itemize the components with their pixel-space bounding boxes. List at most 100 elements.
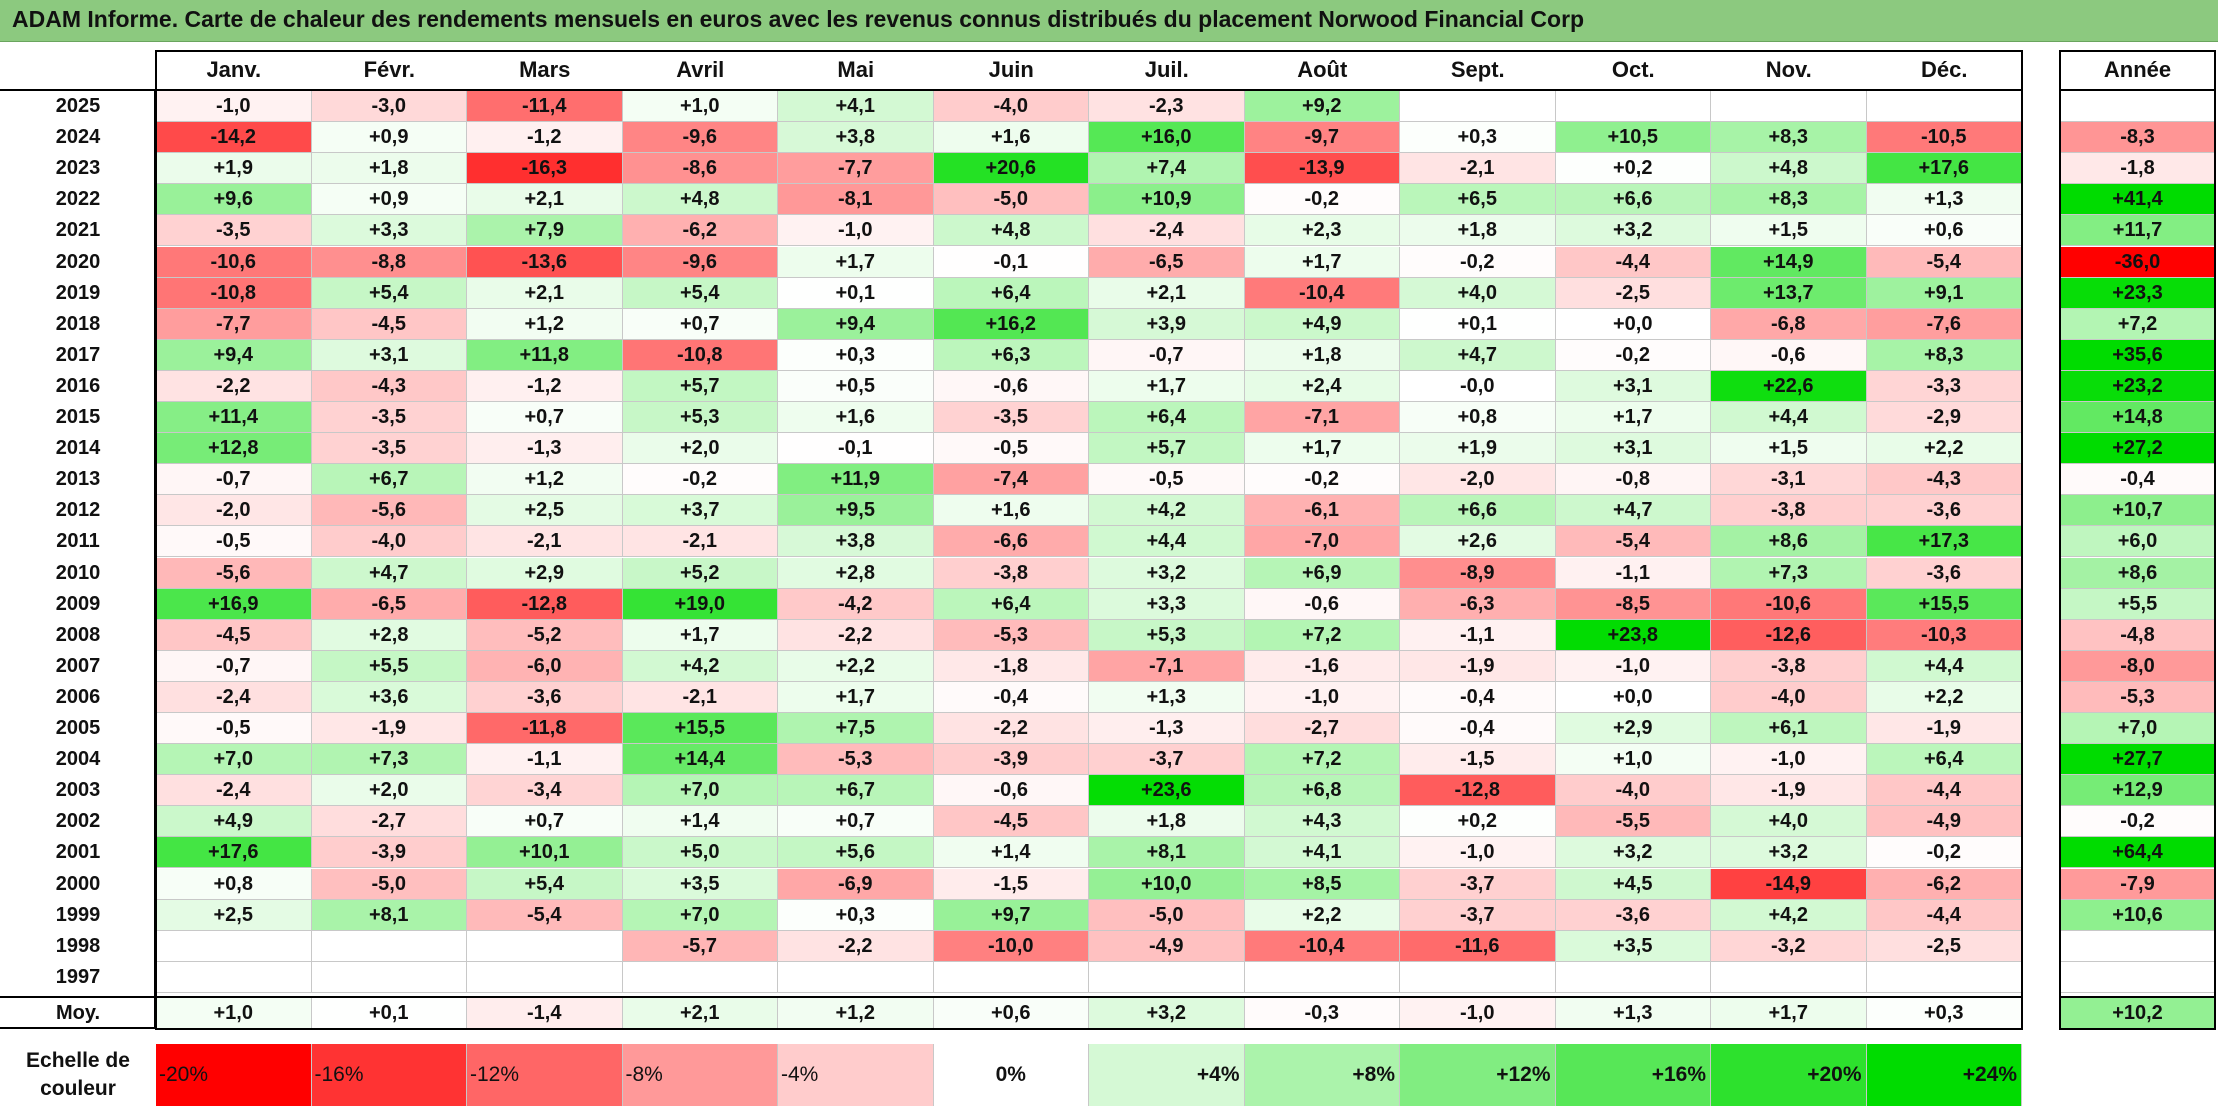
heatmap-cell: +7,3 (311, 744, 467, 776)
heatmap-cell: +3,2 (1089, 557, 1245, 589)
annual-cell: +11,7 (2060, 215, 2215, 247)
heatmap-cell: +2,0 (622, 433, 778, 465)
legend-swatch: +8% (1244, 1044, 1400, 1106)
annual-cell: +8,6 (2060, 557, 2215, 589)
heatmap-cell: +4,0 (1400, 277, 1556, 309)
year-label: 2004 (55, 748, 101, 771)
annual-cell: +5,5 (2060, 588, 2215, 620)
year-label: 2014 (55, 437, 101, 460)
year-label: 1998 (55, 934, 101, 957)
heatmap-cell: -3,7 (1400, 868, 1556, 900)
average-annual-cell: +10,2 (2060, 998, 2215, 1028)
chart-title: ADAM Informe. Carte de chaleur des rende… (12, 6, 1585, 32)
year-label: 2007 (55, 654, 101, 677)
heatmap-cell: -12,8 (467, 588, 623, 620)
heatmap-cell: +0,0 (1555, 308, 1711, 340)
heatmap-cell: +12,8 (156, 433, 312, 465)
heatmap-cell: +2,2 (1244, 899, 1400, 931)
heatmap-cell: +0,2 (1400, 806, 1556, 838)
heatmap-cell: +16,0 (1089, 122, 1245, 154)
legend-swatch: -20% (156, 1044, 312, 1106)
month-header: Nov. (1765, 57, 1812, 82)
heatmap-cell: +3,3 (1089, 588, 1245, 620)
heatmap-cell: -3,0 (311, 91, 467, 123)
heatmap-cell: +2,9 (1555, 713, 1711, 745)
average-cell: +1,3 (1555, 998, 1711, 1028)
heatmap-cell: -2,3 (1089, 91, 1245, 123)
year-label: 2019 (55, 281, 101, 304)
heatmap-cell: -1,3 (1089, 713, 1245, 745)
heatmap-cell: -5,6 (311, 495, 467, 527)
heatmap-cell: -9,7 (1244, 122, 1400, 154)
heatmap-cell: +2,1 (467, 184, 623, 216)
heatmap-cell: -14,9 (1711, 868, 1867, 900)
heatmap-cell: -6,5 (311, 588, 467, 620)
heatmap-cell: -10,6 (1711, 588, 1867, 620)
heatmap-cell: -0,2 (1866, 837, 2022, 869)
heatmap-cell (467, 930, 623, 962)
heatmap-cell: -3,5 (933, 402, 1089, 434)
heatmap-cell: +5,0 (622, 837, 778, 869)
average-cell: -1,4 (467, 998, 623, 1028)
month-header: Janv. (206, 57, 262, 82)
heatmap-cell: -7,7 (156, 308, 312, 340)
heatmap-cell: -3,9 (311, 837, 467, 869)
heatmap-cell: -1,9 (311, 713, 467, 745)
year-label: 2013 (55, 468, 101, 491)
heatmap-cell: +0,1 (778, 277, 934, 309)
heatmap-cell: -7,7 (778, 153, 934, 185)
heatmap-cell: -4,2 (778, 588, 934, 620)
heatmap-cell: -0,2 (622, 464, 778, 496)
heatmap-cell: +3,9 (1089, 308, 1245, 340)
heatmap-cell: +11,9 (778, 464, 934, 496)
annual-cell: +6,0 (2060, 526, 2215, 558)
heatmap-cell (622, 961, 778, 993)
heatmap-cell: +3,1 (311, 339, 467, 371)
heatmap-cell: +4,2 (622, 650, 778, 682)
heatmap-cell: +17,6 (156, 837, 312, 869)
heatmap-cell: +7,3 (1711, 557, 1867, 589)
heatmap-cell: -5,4 (467, 899, 623, 931)
heatmap-cell: -0,4 (933, 681, 1089, 713)
heatmap-cell: +4,8 (933, 215, 1089, 247)
legend-swatch: +12% (1400, 1044, 1556, 1106)
average-cell: -0,3 (1244, 998, 1400, 1028)
separator-line (2060, 89, 2215, 91)
heatmap-cell: -1,9 (1711, 775, 1867, 807)
heatmap-cell: +1,8 (311, 153, 467, 185)
heatmap-cell: -9,6 (622, 246, 778, 278)
heatmap-cell: +5,7 (622, 370, 778, 402)
heatmap-cell: +3,7 (622, 495, 778, 527)
annual-cell: +10,7 (2060, 495, 2215, 527)
heatmap-cell: +6,5 (1400, 184, 1556, 216)
heatmap-cell: +7,9 (467, 215, 623, 247)
heatmap-cell: -4,0 (933, 91, 1089, 123)
heatmap-cell: -0,4 (1400, 681, 1556, 713)
heatmap-cell: +8,3 (1866, 339, 2022, 371)
heatmap-cell: -0,6 (1244, 588, 1400, 620)
legend-swatch: +4% (1089, 1044, 1245, 1106)
annual-cell: -4,8 (2060, 619, 2215, 651)
heatmap-cell: -0,5 (933, 433, 1089, 465)
heatmap-cell: -2,0 (156, 495, 312, 527)
heatmap-cell: +3,6 (311, 681, 467, 713)
heatmap-cell: -13,9 (1244, 153, 1400, 185)
heatmap-cell (1555, 91, 1711, 123)
heatmap-cell: -4,4 (1866, 775, 2022, 807)
heatmap-cell: -4,0 (1711, 681, 1867, 713)
heatmap-cell: -0,4 (1400, 713, 1556, 745)
heatmap-cell: +2,5 (467, 495, 623, 527)
annual-cell: -8,0 (2060, 650, 2215, 682)
heatmap-cell: +1,6 (933, 122, 1089, 154)
heatmap-cell: +5,4 (622, 277, 778, 309)
heatmap-cell: -10,5 (1866, 122, 2022, 154)
heatmap-cell: -4,5 (311, 308, 467, 340)
heatmap-cell: -0,5 (1089, 464, 1245, 496)
heatmap-cell: -0,2 (1400, 246, 1556, 278)
annual-cell: -8,3 (2060, 122, 2215, 154)
heatmap-cell: -1,0 (1400, 837, 1556, 869)
heatmap-cell: -5,2 (467, 619, 623, 651)
heatmap-cell: -10,6 (156, 246, 312, 278)
heatmap-cell: +4,7 (1400, 339, 1556, 371)
heatmap-cell: +1,6 (933, 495, 1089, 527)
